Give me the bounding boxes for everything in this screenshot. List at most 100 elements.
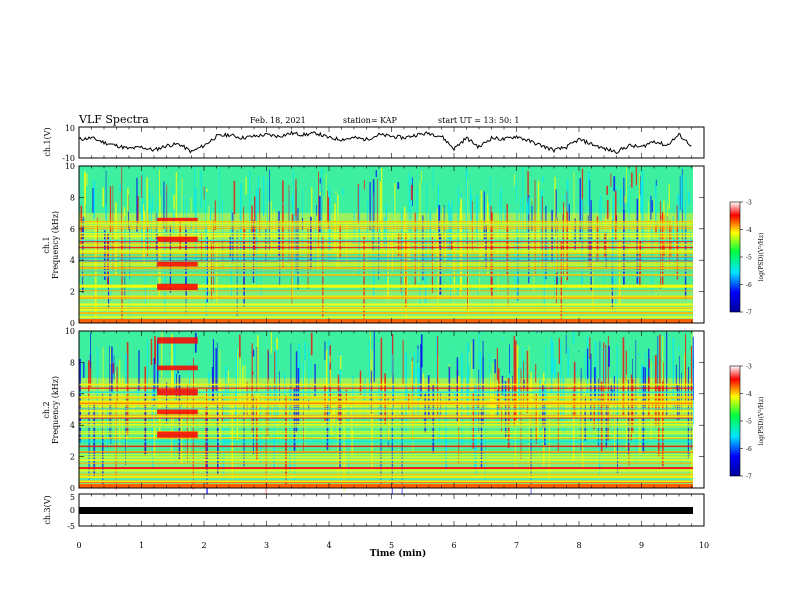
spectrogram-cell [166, 184, 168, 234]
spectrogram-cell [527, 171, 529, 204]
spectrogram-cell [655, 183, 657, 224]
spectrogram-cell [255, 188, 258, 271]
spectrogram-cell [79, 262, 693, 264]
spectrogram-cell [554, 176, 556, 226]
ch1-ytick-top: 10 [65, 124, 75, 133]
spectrogram-cell [79, 432, 693, 435]
spectrogram-cell [138, 350, 140, 391]
spectrogram-cell [589, 179, 591, 262]
spectrogram-cell [125, 405, 126, 465]
spectrogram-cell [254, 242, 256, 257]
spectrogram-cell [157, 217, 198, 221]
spectrogram-cell [371, 192, 374, 242]
spectrogram-cell [380, 396, 382, 489]
spectrogram-cell [154, 335, 156, 389]
spectrogram-cell [79, 410, 693, 413]
spectrogram-cell [137, 196, 139, 225]
spectrogram-cell [79, 227, 693, 230]
spectrogram-cell [141, 175, 143, 198]
spectrogram-cell [79, 476, 693, 479]
spectrogram-cell [79, 391, 693, 394]
spectrogram-cell [456, 357, 459, 422]
spectrogram-cell [684, 200, 686, 269]
spectrogram-cell [157, 261, 198, 267]
spectrogram-cell [121, 236, 123, 320]
spectrogram-cell [192, 398, 194, 490]
spectrogram-cell [79, 354, 693, 359]
spectrogram-cell [79, 261, 693, 263]
spectrogram-cell [504, 209, 506, 221]
spectrogram-cell [79, 410, 693, 411]
spectrogram-cell [79, 426, 693, 428]
spectrogram-cell [450, 347, 452, 351]
colorbar-tick-label: -4 [746, 227, 752, 234]
spectrogram-cell [79, 362, 693, 367]
spectrogram-cell [451, 199, 453, 227]
spectrogram-cell [438, 409, 441, 443]
spectrogram-cell [327, 190, 328, 223]
spectrogram-cell [568, 204, 570, 223]
spectrogram-cell [648, 358, 650, 368]
colorbar-tick-label: -7 [746, 474, 752, 481]
spectrogram-cell [251, 205, 253, 235]
spectrogram-cell [142, 171, 143, 255]
spectrogram-cell [357, 183, 360, 225]
spectrogram-cell [79, 462, 693, 465]
spectrogram-cell [325, 174, 327, 244]
spectrogram-cell [364, 378, 366, 405]
spectrogram-cell [339, 355, 342, 370]
spectrogram-cell [265, 408, 267, 498]
spectrogram-cell [79, 459, 693, 462]
spectrogram-cell [614, 190, 617, 241]
spectrogram-cell [274, 351, 276, 407]
spectrogram-cell [222, 391, 225, 479]
colorbar-ch1-ticks: -3 -4 -5 -6 -7 [740, 200, 752, 317]
time-tick-label: 0 [76, 541, 81, 550]
spectrogram-cell [79, 312, 693, 314]
spectrogram-cell [93, 402, 96, 478]
spectrogram-cell [685, 176, 687, 226]
spectrogram-cell [136, 177, 138, 233]
time-tick-label: 5 [389, 541, 394, 550]
frequency-tick-label: 8 [70, 358, 75, 367]
spectrogram-cell [450, 241, 453, 251]
colorbar-tick-label: -3 [746, 200, 752, 207]
spectrogram-cell [79, 433, 693, 438]
frequency-tick-label: 4 [70, 421, 75, 430]
ch2-spectrogram-ticks [78, 331, 705, 488]
spectrogram-cell [437, 237, 439, 309]
spectrogram-cell [79, 467, 693, 469]
spectrogram-cell [627, 195, 629, 264]
spectrogram-cell [83, 362, 85, 378]
spectrogram-cell [641, 170, 644, 264]
spectrogram-cell [472, 225, 474, 227]
spectrogram-cell [648, 348, 650, 394]
spectrogram-cell [408, 172, 410, 259]
spectrogram-cell [684, 353, 685, 386]
spectrogram-cell [79, 464, 693, 469]
spectrogram-cell [573, 361, 576, 418]
spectrogram-cell [542, 372, 545, 466]
spectrogram-cell [79, 421, 693, 423]
spectrogram-cell [147, 339, 149, 399]
spectrogram-cell [608, 346, 610, 367]
spectrogram-cell [79, 480, 693, 483]
spectrogram-cell [666, 333, 668, 416]
spectrogram-cell [380, 337, 383, 416]
spectrogram-cell [522, 167, 524, 244]
spectrogram-cell [419, 182, 421, 227]
spectrogram-cell [626, 166, 627, 204]
spectrogram-cell [80, 403, 81, 435]
spectrogram-cell [316, 204, 317, 216]
spectrogram-cell [363, 236, 365, 320]
spectrogram-cell [105, 170, 107, 219]
spectrogram-cell [359, 370, 362, 395]
spectrogram-cell [142, 204, 145, 259]
spectrogram-cell [79, 308, 693, 311]
spectrogram-cell [637, 241, 640, 251]
spectrogram-cell [358, 186, 360, 274]
spectrogram-cell [651, 200, 653, 213]
spectrogram-cell [79, 384, 693, 386]
spectrogram-cell [309, 216, 312, 270]
spectrogram-cell [79, 244, 693, 246]
